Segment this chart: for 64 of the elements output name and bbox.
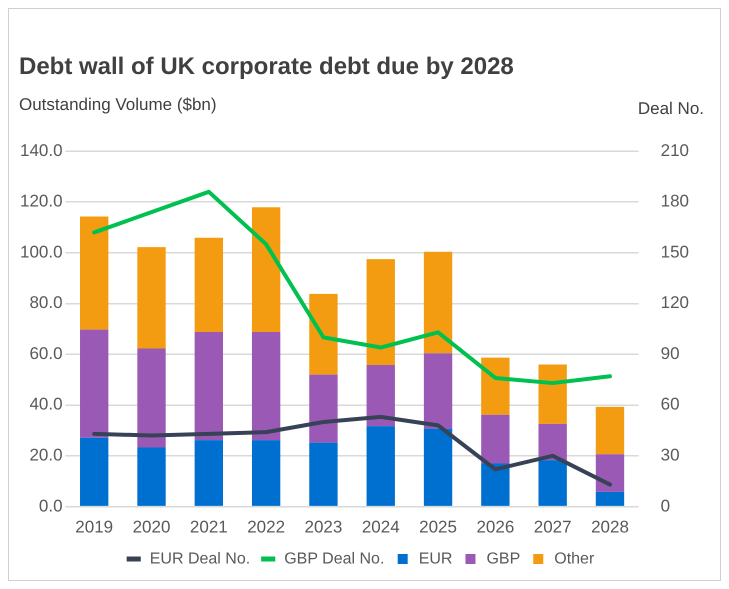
y-tick-label: 20.0 — [29, 446, 63, 465]
x-tick-label: 2024 — [362, 517, 400, 536]
bar — [538, 364, 567, 424]
x-tick-label: 2023 — [304, 517, 342, 536]
legend-label: EUR Deal No. — [150, 550, 250, 568]
bar — [481, 414, 510, 464]
bar — [309, 374, 338, 443]
y-axis-title: Outstanding Volume ($bn) — [19, 95, 217, 115]
y-tick-label: 120.0 — [20, 192, 63, 211]
bar — [596, 406, 624, 454]
bar — [137, 447, 166, 506]
y-tick-label: 60.0 — [29, 344, 63, 363]
x-tick-label: 2022 — [247, 517, 286, 536]
legend-label: Other — [554, 550, 595, 568]
bar — [252, 332, 280, 440]
bar — [481, 463, 510, 506]
y2-tick-label: 90 — [660, 344, 680, 363]
bar — [194, 440, 223, 506]
bar — [309, 294, 338, 375]
bar — [424, 353, 452, 429]
y-tick-label: 140.0 — [20, 140, 63, 160]
bar — [538, 424, 567, 460]
bar — [80, 438, 108, 506]
y2-tick-label: 180 — [660, 192, 690, 211]
bar — [424, 428, 452, 506]
y2-tick-label: 30 — [660, 446, 680, 465]
bar — [596, 454, 624, 492]
chart-title: Debt wall of UK corporate debt due by 2028 — [19, 53, 514, 81]
y-tick-label: 100.0 — [20, 242, 63, 262]
x-tick-label: 2021 — [190, 517, 228, 536]
bar — [309, 442, 338, 506]
bar — [366, 426, 395, 506]
y-tick-label: 40.0 — [29, 394, 63, 414]
bar — [194, 238, 223, 332]
bar — [538, 460, 567, 506]
x-tick-label: 2028 — [591, 517, 629, 536]
y-tick-label: 0.0 — [38, 496, 63, 516]
y2-tick-label: 120 — [660, 293, 690, 312]
bar — [366, 259, 395, 365]
legend-label: EUR — [418, 550, 452, 568]
x-tick-label: 2026 — [476, 517, 514, 536]
bar — [596, 492, 624, 506]
bar — [252, 207, 280, 332]
legend-label: GBP Deal No. — [284, 550, 384, 568]
x-tick-label: 2019 — [75, 517, 114, 536]
y2-tick-label: 210 — [660, 140, 690, 160]
bar — [481, 358, 510, 415]
bar — [424, 252, 452, 354]
y-tick-label: 80.0 — [29, 293, 63, 312]
bar — [194, 332, 223, 440]
bar — [366, 364, 395, 426]
y2-tick-label: 60 — [660, 394, 680, 414]
legend-label: GBP — [486, 550, 520, 568]
x-tick-label: 2020 — [132, 517, 170, 536]
y2-axis-title: Deal No. — [638, 99, 704, 119]
bar — [80, 216, 108, 330]
bar — [80, 330, 108, 438]
x-tick-label: 2027 — [534, 517, 572, 536]
bar — [252, 440, 280, 506]
x-tick-label: 2025 — [419, 517, 457, 536]
y2-tick-label: 0 — [660, 496, 670, 516]
bar — [137, 348, 166, 448]
y2-tick-label: 150 — [660, 242, 690, 262]
bar — [137, 247, 166, 348]
